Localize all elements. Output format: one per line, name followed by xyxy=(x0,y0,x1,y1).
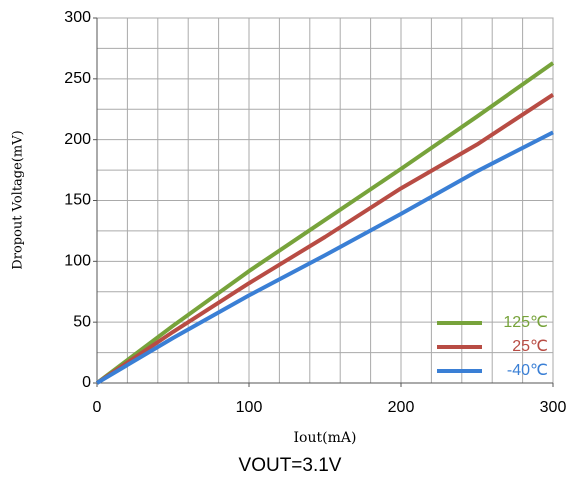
legend-label: 25℃ xyxy=(512,338,548,355)
x-axis-label: Iout(mA) xyxy=(294,430,357,446)
y-tick-label: 300 xyxy=(64,9,91,26)
chart-title: VOUT=3.1V xyxy=(239,455,342,476)
y-tick-label: 100 xyxy=(64,253,91,270)
y-tick-label: 250 xyxy=(64,70,91,87)
series-line xyxy=(95,130,554,385)
y-tick-label: 200 xyxy=(64,131,91,148)
y-tick-label: 50 xyxy=(73,313,91,330)
x-tick-label: 200 xyxy=(388,399,415,416)
y-axis-label: Dropout Voltage(mV) xyxy=(11,130,26,269)
x-tick-label: 300 xyxy=(540,399,567,416)
y-tick-label: 0 xyxy=(82,374,91,391)
x-tick-label: 0 xyxy=(93,399,102,416)
legend-label: -40℃ xyxy=(507,362,548,379)
legend-label: 125℃ xyxy=(503,314,548,331)
series-line xyxy=(95,61,555,385)
x-tick-label: 100 xyxy=(236,399,263,416)
series-line xyxy=(95,92,555,385)
y-tick-label: 150 xyxy=(64,192,91,209)
